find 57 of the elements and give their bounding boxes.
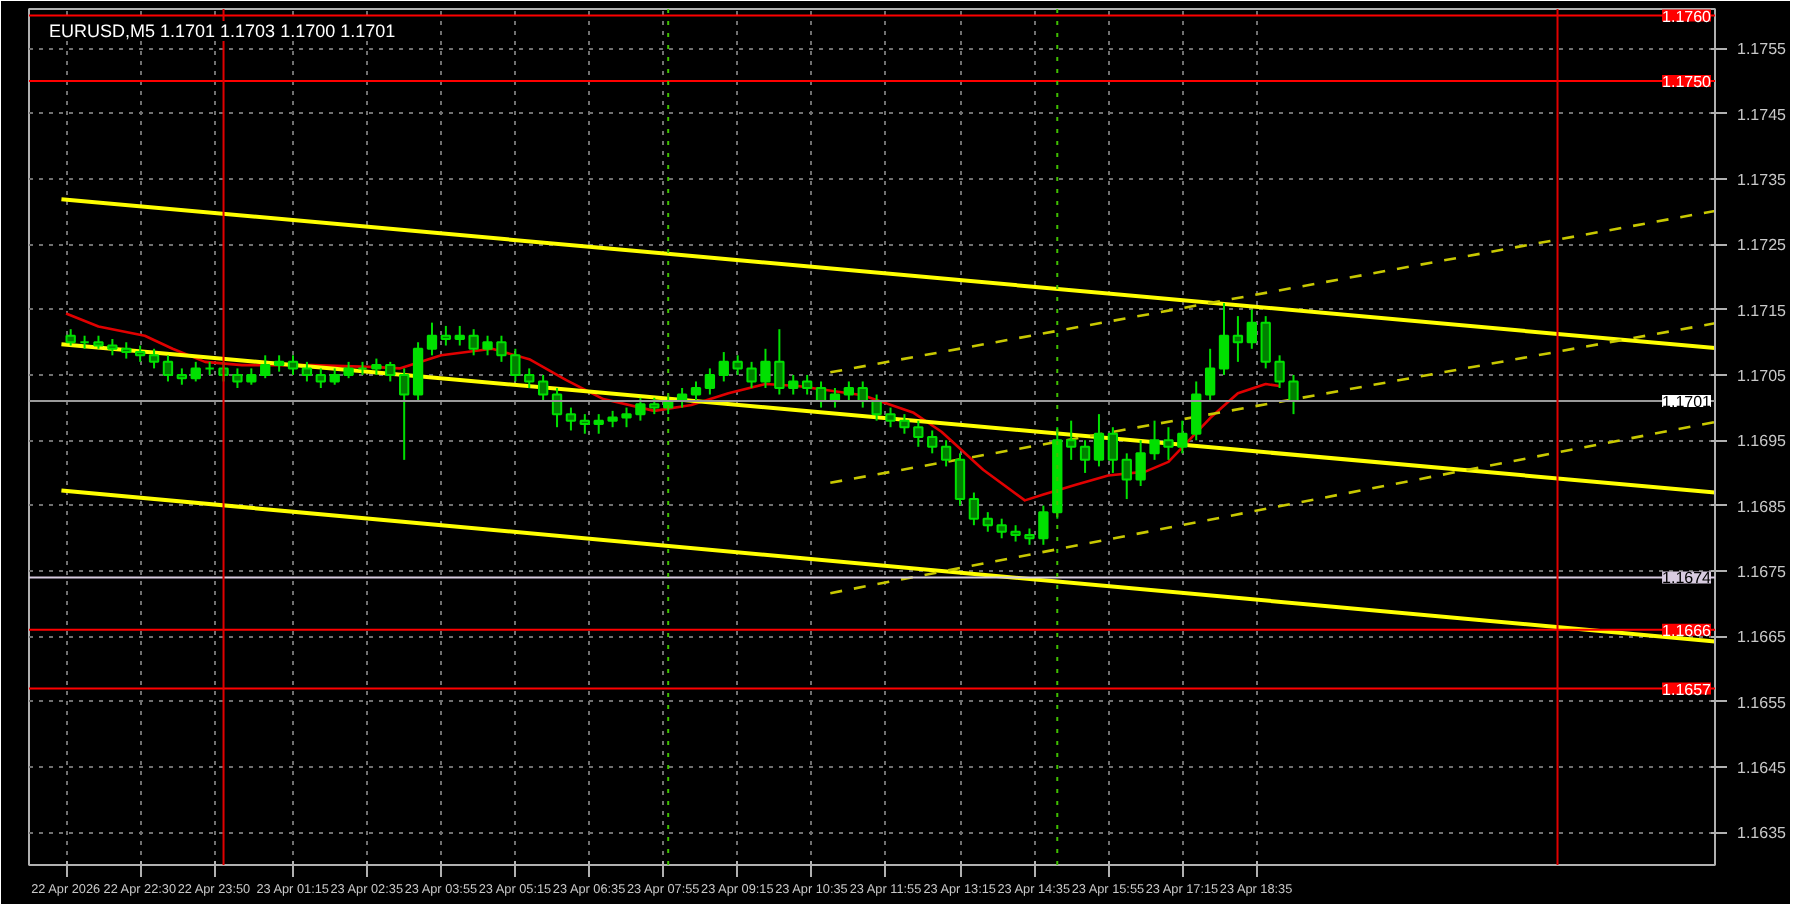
candlestick (1093, 413, 1105, 468)
ref-line-label: 1.1666 (1662, 621, 1713, 640)
candlestick (1066, 419, 1077, 461)
candlestick (1079, 439, 1091, 474)
candlestick (690, 380, 702, 403)
candlestick (412, 341, 424, 403)
y-tick-label: 1.1635 (1737, 824, 1788, 843)
candlestick (148, 347, 160, 370)
candlestick (982, 511, 993, 533)
ref-line-label: 1.1701 (1662, 393, 1713, 412)
candlestick (718, 351, 729, 383)
candlestick (162, 354, 174, 383)
candlestick (927, 429, 938, 455)
y-tick-label: 1.1735 (1737, 170, 1788, 189)
candlestick (315, 367, 326, 389)
candlestick (704, 367, 716, 396)
candlestick (1204, 347, 1216, 403)
y-tick-label: 1.1665 (1737, 628, 1788, 647)
text: EURUSD,M5 1.1701 1.1703 1.1700 1.1701 (49, 21, 396, 41)
y-tick-label: 1.1755 (1737, 40, 1788, 59)
y-tick-label: 1.1655 (1737, 693, 1788, 712)
candlestick (1260, 315, 1271, 370)
y-tick-label: 1.1725 (1737, 236, 1788, 255)
y-tick-label: 1.1675 (1737, 562, 1788, 581)
candlestick (301, 360, 313, 383)
y-tick-label: 1.1695 (1737, 432, 1788, 451)
candlestick (843, 380, 855, 403)
candlestick (440, 324, 452, 347)
candlestick (190, 360, 201, 383)
y-tick-label: 1.1685 (1737, 497, 1788, 516)
candlestick (954, 452, 966, 507)
candlestick (801, 373, 813, 396)
candlestick (565, 406, 577, 432)
y-tick-label: 1.1745 (1737, 105, 1788, 124)
candlestick (260, 354, 271, 380)
candlestick (287, 354, 299, 376)
y-tick-label: 1.1645 (1737, 758, 1788, 777)
candlestick (968, 491, 980, 527)
candlestick (871, 393, 882, 422)
y-tick-label: 1.1705 (1737, 366, 1788, 385)
candlestick (996, 517, 1007, 540)
ref-line-label: 1.1750 (1662, 72, 1713, 91)
candlestick (537, 373, 549, 403)
candlestick (399, 367, 410, 461)
candlestick (1246, 308, 1257, 350)
candlestick (913, 419, 924, 448)
ref-line-label: 1.1657 (1662, 680, 1713, 699)
candlestick (1107, 426, 1119, 474)
y-tick-label: 1.1715 (1737, 301, 1788, 320)
ref-line-label: 1.1760 (1662, 7, 1713, 26)
candlestick (940, 439, 952, 468)
candlestick (426, 321, 438, 357)
candlestick (1232, 315, 1244, 363)
candlestick (1218, 302, 1230, 376)
candlestick (579, 413, 590, 435)
candlestick (1191, 380, 1202, 442)
ref-line-label: 1.1674 (1662, 569, 1713, 588)
